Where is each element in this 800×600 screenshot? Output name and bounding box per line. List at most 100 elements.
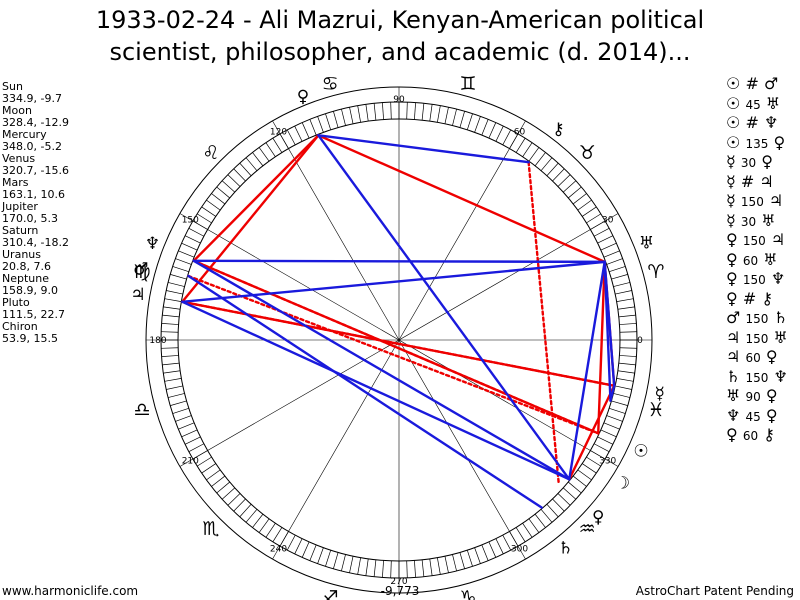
planet-values: 20.8, 7.6 (2, 260, 51, 273)
aspect-line-blue (317, 134, 571, 481)
ring-tick (161, 323, 179, 325)
aspect-line-blue (181, 300, 571, 481)
ring-tick (466, 550, 473, 567)
ring-tick (252, 513, 264, 528)
ring-tick (572, 193, 587, 205)
ring-tick (597, 235, 614, 244)
ring-tick (593, 227, 610, 237)
uranus-glyph: ♅ (639, 234, 654, 254)
zodiac-sign-glyph: ♋ (322, 73, 339, 95)
ring-tick (600, 242, 617, 251)
ring-tick (586, 456, 602, 467)
planet-values: 348.0, -5.2 (2, 140, 62, 153)
aspect-planet-2: ♀ (765, 386, 778, 405)
ring-tick (227, 493, 241, 506)
ring-tick (258, 518, 270, 533)
aspect-row: ♀ 60 ⚷ (726, 425, 788, 445)
aspect-line-red (192, 134, 320, 263)
ring-tick (184, 436, 201, 445)
ring-tick (178, 422, 195, 430)
ring-tick (540, 157, 553, 171)
ring-tick (563, 180, 577, 193)
title-line-1: 1933-02-24 - Ali Mazrui, Kenyan-American… (95, 6, 705, 34)
ring-tick (221, 180, 235, 193)
planet-values: 334.9, -9.7 (2, 92, 62, 105)
aspect-line-blue (603, 260, 612, 402)
aspect-angle: 60 (742, 429, 759, 443)
ring-tick (437, 105, 441, 123)
ring-tick (421, 103, 425, 121)
ring-tick (421, 559, 425, 577)
ring-tick (161, 355, 179, 357)
aspect-row: ♄ 150 ♆ (726, 367, 788, 387)
ring-tick (216, 186, 230, 199)
aspect-row: ♀ # ⚷ (726, 289, 788, 309)
planet-name: Venus (2, 152, 36, 165)
ring-tick (161, 331, 179, 333)
ring-tick (233, 498, 246, 512)
zodiac-sign-glyph: ♐ (322, 587, 339, 600)
chart-score: -9,773 (380, 584, 420, 598)
ring-tick (568, 186, 582, 199)
ring-tick (552, 168, 565, 182)
ring-tick (600, 429, 617, 438)
aspect-angle: 150 (745, 370, 769, 385)
ring-tick (615, 290, 632, 295)
aspect-row: ♀ 150 ♃ (726, 230, 788, 250)
aspect-planet-2: ⚷ (761, 288, 774, 308)
degree-label: 270 (390, 577, 407, 587)
degree-label: 240 (270, 545, 287, 555)
aspect-row: ☿ # ♃ (726, 172, 788, 192)
aspect-row: ☿ 30 ♅ (726, 211, 788, 231)
aspect-line-red-dotted (187, 274, 600, 435)
ring-tick (286, 534, 296, 551)
title-line-2: scientist, philosopher, and academic (d.… (109, 38, 691, 66)
ring-tick (166, 385, 183, 390)
planet-name: Pluto (2, 296, 30, 309)
ring-tick (341, 554, 346, 572)
ring-tick (341, 108, 346, 126)
aspect-planet-1: ♂ (726, 308, 741, 327)
ring-tick (586, 213, 602, 224)
aspect-angle: 45 (745, 409, 761, 424)
aspect-line-blue (192, 259, 606, 264)
ring-tick (162, 314, 180, 318)
venus-glyph: ♀ (592, 507, 604, 527)
ring-tick (325, 113, 332, 130)
aspect-planet-1: ☿ (726, 210, 736, 230)
ring-tick (540, 509, 553, 523)
ring-tick (349, 556, 354, 573)
ring-tick (577, 199, 592, 211)
ring-tick (616, 298, 634, 302)
moon-glyph: ☽ (615, 473, 630, 493)
ring-tick (309, 119, 317, 136)
aspect-angle: 150 (742, 273, 766, 287)
ring-tick (452, 108, 457, 126)
ring-tick (618, 314, 636, 318)
ring-tick (619, 355, 637, 357)
ring-tick (406, 102, 408, 120)
pluto-glyph: ♀ (297, 87, 309, 107)
planet-values: 310.4, -18.2 (2, 236, 69, 249)
ring-tick (196, 456, 212, 467)
ring-tick (466, 113, 473, 130)
aspect-line-blue (568, 260, 606, 481)
ring-tick (164, 298, 182, 302)
aspect-row: ☿ 30 ♀ (726, 152, 788, 172)
planet-values: 320.7, -15.6 (2, 164, 69, 177)
ring-tick (382, 102, 384, 120)
ring-tick (181, 429, 198, 438)
aspect-angle: 150 (740, 195, 764, 209)
ring-tick (444, 556, 449, 573)
aspect-angle: 30 (740, 156, 757, 170)
mercury-glyph: ☿ (654, 384, 664, 404)
planet-name: Moon (2, 104, 32, 117)
ring-tick (206, 199, 221, 211)
zodiac-sign-glyph: ♊ (459, 73, 476, 95)
ring-tick (619, 323, 637, 325)
ring-tick (294, 538, 303, 555)
ring-tick (206, 469, 221, 481)
ring-tick (258, 147, 270, 162)
ring-tick (162, 362, 180, 366)
mars-glyph: ♂ (133, 259, 148, 279)
